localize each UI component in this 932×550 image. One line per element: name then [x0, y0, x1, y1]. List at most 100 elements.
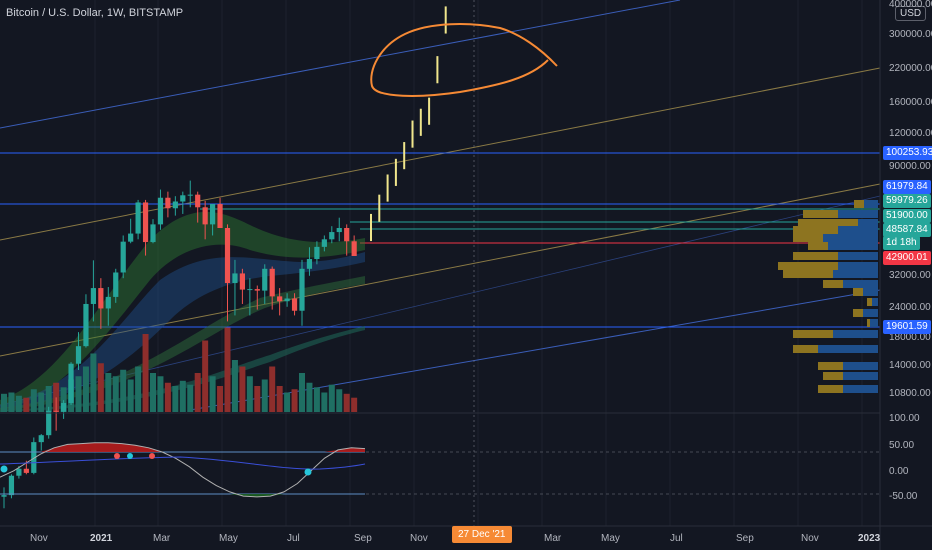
- profile-bar-blue: [872, 298, 878, 306]
- volume-bar: [1, 393, 7, 412]
- profile-bar-gold: [867, 319, 870, 327]
- candle-body: [195, 194, 201, 208]
- chart-title: Bitcoin / U.S. Dollar, 1W, BITSTAMP: [6, 7, 184, 19]
- volume-bar: [112, 376, 119, 412]
- candle-body: [291, 298, 298, 311]
- candle-body: [306, 259, 313, 269]
- candle-body: [75, 346, 82, 364]
- candle-body: [90, 288, 96, 304]
- profile-bar-gold: [798, 219, 858, 227]
- volume-bars: [1, 327, 358, 412]
- volume-bar: [321, 392, 328, 412]
- price-tick-label: 90000.00: [889, 161, 931, 172]
- volume-bar: [135, 366, 142, 412]
- candle-body: [254, 289, 260, 291]
- candle-body: [16, 468, 22, 476]
- price-tag: 42900.01: [883, 251, 931, 265]
- profile-bar-gold: [823, 280, 843, 288]
- candle-body: [232, 273, 238, 284]
- profile-bar-gold: [793, 330, 833, 338]
- volume-bar: [82, 366, 89, 412]
- volume-bar: [90, 353, 97, 412]
- profile-bar-blue: [818, 345, 878, 353]
- volume-bar: [75, 376, 82, 412]
- candle-body: [351, 241, 357, 257]
- profile-bar-blue: [864, 200, 878, 208]
- candle-body: [98, 288, 104, 309]
- profile-bar-gold: [793, 345, 818, 353]
- candle-body: [142, 202, 149, 243]
- volume-bar: [224, 327, 231, 412]
- profile-bar-gold: [818, 362, 843, 370]
- price-tag: 61979.84: [883, 180, 931, 194]
- volume-bar: [30, 389, 37, 412]
- time-tick-label: 2021: [90, 533, 113, 544]
- candle-body: [61, 402, 67, 412]
- profile-bar-blue: [838, 226, 878, 234]
- volume-profile: [778, 200, 878, 393]
- candles: [1, 180, 357, 509]
- candle-body: [23, 468, 29, 473]
- volume-bar: [187, 384, 194, 412]
- volume-bar: [120, 369, 127, 412]
- volume-bar: [15, 395, 22, 412]
- price-tick-label: 10800.00: [889, 388, 931, 399]
- volume-bar: [202, 340, 209, 412]
- candle-body: [336, 228, 342, 233]
- volume-bar: [38, 392, 45, 412]
- time-tick-label: May: [219, 533, 238, 544]
- volume-bar: [328, 384, 335, 412]
- profile-bar-blue: [863, 309, 878, 317]
- candle-body: [269, 268, 275, 297]
- time-tick-label: May: [601, 533, 620, 544]
- volume-bar: [351, 397, 358, 412]
- volume-bar: [261, 379, 268, 412]
- profile-bar-blue: [833, 330, 878, 338]
- profile-bar-blue: [863, 288, 878, 296]
- candle-body: [128, 233, 134, 242]
- profile-bar-gold: [778, 262, 838, 270]
- volume-bar: [172, 386, 179, 412]
- time-tick-label: Mar: [544, 533, 562, 544]
- currency-button[interactable]: USD: [895, 6, 927, 21]
- volume-bar: [313, 387, 320, 412]
- profile-bar-blue: [843, 362, 878, 370]
- volume-bar: [239, 366, 246, 412]
- candle-body: [1, 495, 7, 497]
- profile-bar-blue: [843, 372, 878, 380]
- volume-bar: [105, 373, 112, 412]
- candle-body: [329, 232, 335, 240]
- oscillator-tick-label: -50.00: [889, 491, 918, 502]
- profile-bar-gold: [867, 298, 872, 306]
- profile-bar-blue: [838, 252, 878, 260]
- price-tick-label: 400000.00: [889, 0, 932, 10]
- volume-bar: [8, 392, 15, 412]
- volume-bar: [291, 389, 298, 412]
- volume-bar: [23, 397, 30, 412]
- volume-bar: [179, 380, 186, 412]
- volume-bar: [60, 387, 67, 412]
- profile-bar-gold: [853, 309, 863, 317]
- profile-bar-gold: [803, 210, 838, 218]
- candle-body: [262, 268, 268, 291]
- price-tick-label: 300000.00: [889, 29, 932, 40]
- profile-bar-gold: [793, 234, 823, 242]
- price-tag: 48587.84: [883, 223, 931, 237]
- candle-body: [46, 410, 52, 436]
- candle-body: [135, 202, 141, 234]
- time-tick-label: 2023: [858, 533, 881, 544]
- price-tick-label: 120000.00: [889, 128, 932, 139]
- time-tick-label: Nov: [410, 533, 428, 544]
- highlight-ellipse: [370, 23, 558, 97]
- profile-bar-blue: [823, 234, 878, 242]
- candle-body: [157, 197, 164, 225]
- candle-body: [202, 207, 208, 225]
- volume-bar: [343, 393, 350, 412]
- oscillator-pane: [0, 412, 880, 498]
- volume-bar: [142, 334, 149, 412]
- profile-bar-blue: [833, 270, 878, 278]
- candle-body: [165, 197, 171, 209]
- volume-bar: [254, 386, 261, 412]
- profile-bar-gold: [793, 252, 838, 260]
